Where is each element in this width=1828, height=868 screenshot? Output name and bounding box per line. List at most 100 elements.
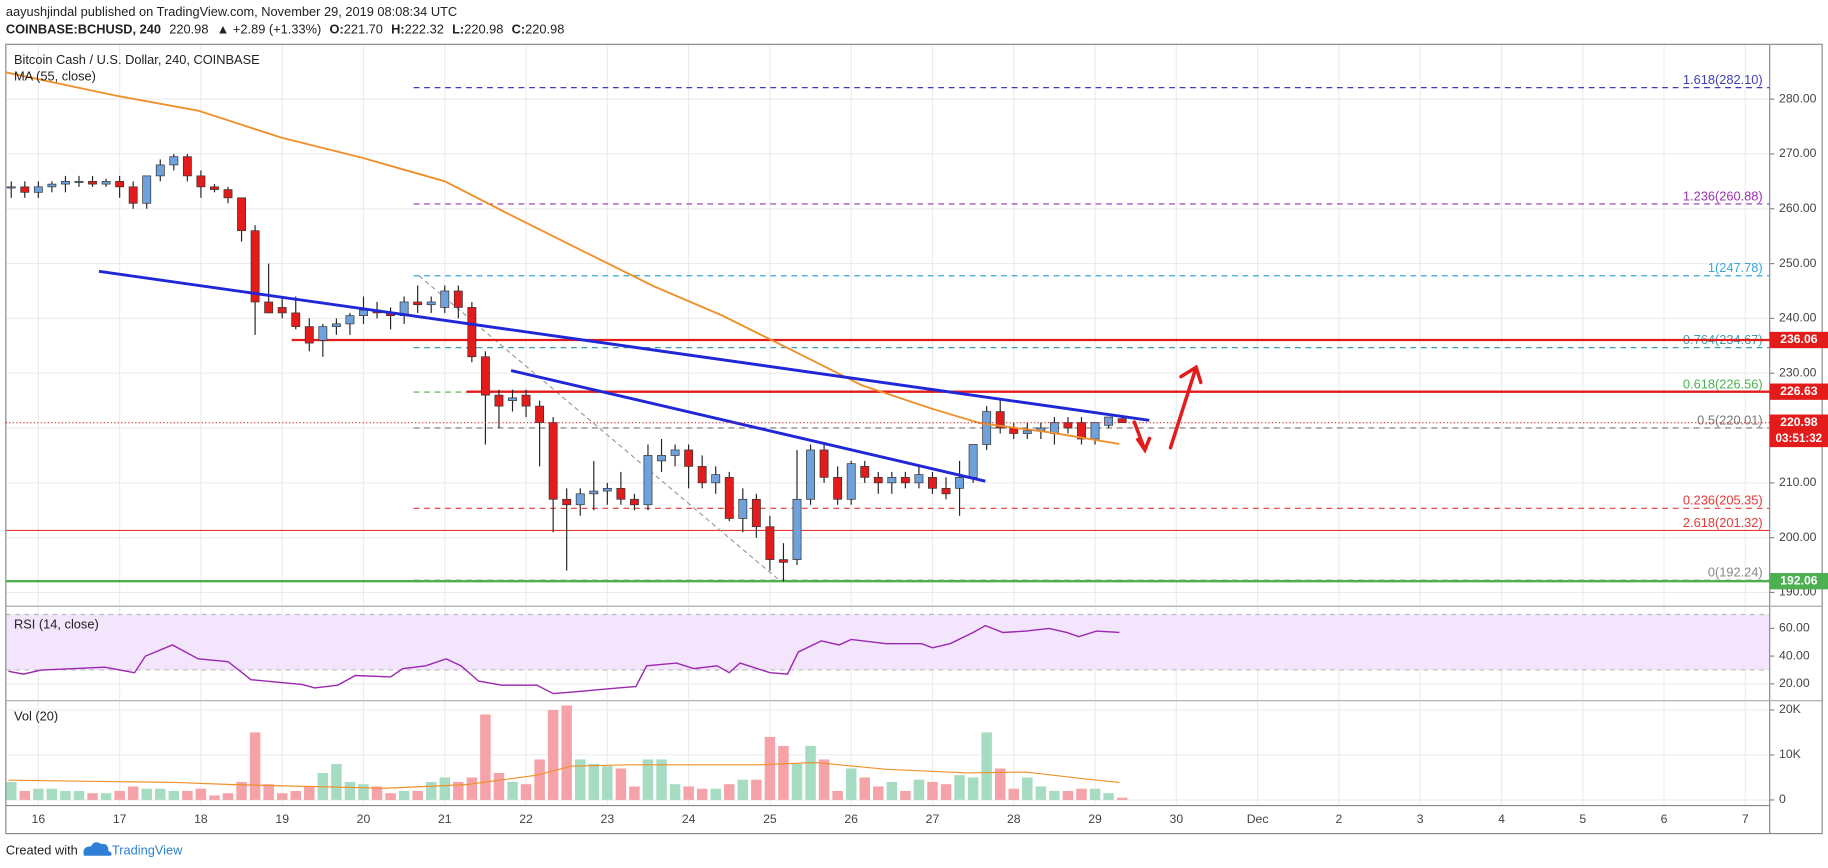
candle-body xyxy=(928,477,937,489)
candle-body xyxy=(873,477,883,484)
x-tick-label: 25 xyxy=(763,812,777,826)
candle-body xyxy=(684,449,694,467)
volume-bar xyxy=(696,788,708,800)
candle-body xyxy=(142,175,152,204)
candle-body xyxy=(819,449,829,478)
volume-bar xyxy=(425,781,437,800)
y-tick-label: 0 xyxy=(1779,792,1786,806)
change: ▲ +2.89 (+1.33%) xyxy=(217,22,322,37)
candle-body xyxy=(155,164,165,177)
volume-bar xyxy=(588,763,600,800)
price-tag xyxy=(1769,573,1828,590)
x-tick-label: 7 xyxy=(1742,812,1749,826)
candle-body xyxy=(250,230,260,303)
fib-label: 0(192.24) xyxy=(1708,565,1763,580)
y-tick-label: 20K xyxy=(1779,702,1802,716)
volume-bar xyxy=(927,781,938,800)
candle-body xyxy=(223,189,233,199)
candle-body xyxy=(630,498,639,506)
volume-bar xyxy=(276,793,288,800)
candle-body xyxy=(453,290,463,308)
candle-body xyxy=(47,183,57,188)
candle-body xyxy=(779,559,788,563)
fib-label: 1(247.78) xyxy=(1708,260,1763,275)
candle-body xyxy=(277,307,287,314)
indicator-label: RSI (14, close) xyxy=(14,616,99,631)
x-tick-label: 17 xyxy=(113,812,127,826)
publish-line: aayushjindal published on TradingView.co… xyxy=(6,4,457,19)
y-tick-label: 10K xyxy=(1779,747,1802,761)
price: 220.98 xyxy=(169,22,208,37)
ohlc-value: 220.98 xyxy=(464,22,503,37)
volume-bar xyxy=(913,779,925,800)
candle-body xyxy=(318,326,328,341)
volume-bar xyxy=(466,777,478,800)
volume-bar xyxy=(615,768,627,800)
candle-body xyxy=(955,477,965,489)
candle-body xyxy=(33,186,43,193)
volume-bar xyxy=(182,790,193,800)
volume-bar xyxy=(534,759,545,800)
volume-bar xyxy=(845,768,857,800)
x-tick-label: 4 xyxy=(1498,812,1505,826)
volume-bar xyxy=(236,781,247,800)
volume-bar xyxy=(602,766,613,800)
volume-bar xyxy=(1062,790,1074,800)
volume-bar xyxy=(155,788,166,800)
chart-title: Bitcoin Cash / U.S. Dollar, 240, COINBAS… xyxy=(14,52,260,67)
fib-label: 1.236(260.88) xyxy=(1683,188,1763,203)
candle-body xyxy=(887,477,897,484)
x-tick-label: 24 xyxy=(682,812,696,826)
price-tag xyxy=(1769,331,1828,349)
fib-label: 0.618(226.56) xyxy=(1683,376,1763,391)
volume-bar xyxy=(724,784,735,800)
y-tick-label: 230.00 xyxy=(1779,365,1817,379)
candle-body xyxy=(74,181,84,183)
candle-body xyxy=(1090,422,1100,440)
volume-bar xyxy=(371,786,383,800)
candle-body xyxy=(1077,422,1086,440)
candle-body xyxy=(589,490,599,495)
x-tick-label: 5 xyxy=(1579,812,1586,826)
candle-body xyxy=(264,301,274,314)
rsi-line xyxy=(8,624,1120,695)
candle-body xyxy=(182,156,192,177)
y-tick-label: 210.00 xyxy=(1779,475,1817,489)
volume-bar xyxy=(222,793,234,800)
y-tick-label: 280.00 xyxy=(1779,91,1817,105)
candle-body xyxy=(61,181,70,185)
candle-body xyxy=(291,312,301,327)
chart-frame xyxy=(5,43,1823,835)
x-tick-label: 27 xyxy=(926,812,940,826)
x-tick-label: 2 xyxy=(1335,812,1342,826)
arrows xyxy=(1132,364,1203,454)
fib-label: 1.618(282.10) xyxy=(1683,72,1763,87)
volume-bar xyxy=(669,784,681,800)
y-tick-label: 240.00 xyxy=(1779,311,1817,325)
candle-body xyxy=(1022,430,1032,434)
candle-body xyxy=(806,449,815,500)
candle-body xyxy=(345,315,355,325)
volume-bar xyxy=(994,768,1006,800)
last-price-tag xyxy=(1769,414,1828,448)
volume-bar xyxy=(385,793,396,800)
indicator-label: MA (55, close) xyxy=(14,68,96,83)
volume-bar xyxy=(574,759,586,800)
volume-bar xyxy=(791,763,803,800)
candle-body xyxy=(602,487,612,492)
up-arrow xyxy=(1168,364,1203,450)
ohlc-value: 222.32 xyxy=(405,22,444,37)
ohlc-key: H: xyxy=(391,22,405,37)
volume-bar xyxy=(561,705,572,800)
x-tick-label: 3 xyxy=(1417,812,1424,826)
volume-bar xyxy=(1076,788,1087,800)
candle-body xyxy=(331,323,341,327)
volume-bar xyxy=(520,784,532,800)
candle-body xyxy=(670,449,680,456)
top-layer: 16 17 18 19 20 21 22 23 24 25 26 27 28 29 30 Dec 2 3 4 5 6 71… xyxy=(5,52,1828,826)
indicator-label: Vol (20) xyxy=(14,708,58,723)
x-tick-label: 29 xyxy=(1088,812,1102,826)
x-tick-label: 23 xyxy=(601,812,615,826)
volume-bar xyxy=(710,788,721,800)
price-tag-label: 226.63 xyxy=(1780,384,1818,398)
